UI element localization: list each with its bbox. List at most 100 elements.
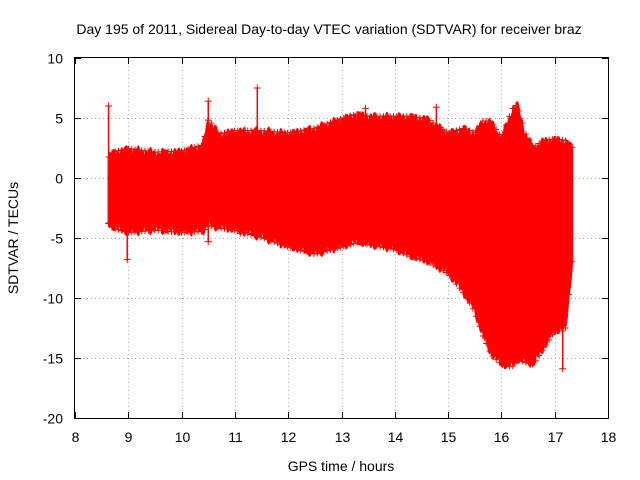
scatter-point [463, 294, 470, 301]
scatter-point [254, 233, 261, 240]
scatter-point [370, 242, 377, 249]
scatter-point [231, 227, 238, 234]
scatter-point [390, 246, 397, 253]
x-tick-label: 11 [228, 429, 243, 445]
scatter-point [108, 224, 115, 231]
scatter-point [463, 126, 470, 133]
axis-ticks [75, 58, 609, 419]
scatter-point [314, 250, 321, 257]
scatter-point [499, 131, 506, 138]
x-tick-label: 8 [72, 429, 80, 445]
scatter-point [489, 121, 496, 128]
x-tick-label: 9 [125, 429, 133, 445]
scatter-point [532, 142, 539, 149]
scatter-point [115, 147, 122, 154]
x-tick-label: 17 [548, 429, 564, 445]
scatter-point [191, 144, 198, 151]
scatter-point [499, 361, 506, 368]
scatter-point [512, 102, 519, 109]
scatter-point [493, 356, 500, 363]
scatter-point [201, 226, 208, 233]
scatter-point [324, 247, 331, 254]
scatter-point [456, 126, 463, 133]
scatter-point [347, 241, 354, 248]
scatter-point [469, 305, 476, 312]
x-tick-label: 15 [441, 429, 457, 445]
scatter-point [324, 120, 331, 127]
plot-frame [74, 57, 609, 419]
scatter-point [469, 129, 476, 136]
scatter-point [539, 347, 546, 354]
scatter-point [393, 247, 400, 254]
scatter-point [496, 359, 503, 366]
scatter-point [330, 246, 337, 253]
spike-point [361, 239, 369, 247]
scatter-point [549, 331, 556, 338]
spike-point [361, 104, 369, 112]
scatter-point [536, 140, 543, 147]
scatter-point [522, 359, 529, 366]
scatter-point [430, 119, 437, 126]
y-tick-label: 10 [47, 51, 63, 67]
scatter-point [476, 323, 483, 330]
scatter-point [516, 108, 523, 115]
scatter-point [443, 269, 450, 276]
scatter-point [377, 243, 384, 250]
scatter-point [529, 361, 536, 368]
scatter-point [509, 105, 516, 112]
scatter-point [466, 127, 473, 134]
scatter-point [297, 127, 304, 134]
scatter-point [115, 226, 122, 233]
scatter-point [337, 115, 344, 122]
scatter-point [201, 133, 208, 140]
scatter-point [446, 272, 453, 279]
y-tick-label: -20 [43, 411, 63, 427]
scatter-point [181, 147, 188, 154]
scatter-point [267, 237, 274, 244]
scatter-point [284, 243, 291, 250]
scatter-point [403, 251, 410, 258]
scatter-point [436, 124, 443, 131]
scatter-point [337, 244, 344, 251]
scatter-point [565, 291, 572, 298]
scatter-point [436, 265, 443, 272]
x-tick-label: 16 [494, 429, 510, 445]
scatter-point [178, 148, 185, 155]
y-tick-label: -15 [43, 351, 63, 367]
scatter-point [208, 120, 215, 127]
scatter-point [340, 243, 347, 250]
scatter-point [238, 228, 245, 235]
scatter-point [211, 223, 218, 230]
scatter-point [446, 129, 453, 136]
scatter-point [320, 248, 327, 255]
scatter-point [423, 115, 430, 122]
scatter-point [367, 241, 374, 248]
scatter-point [327, 119, 334, 126]
x-tick-label: 18 [601, 429, 617, 445]
x-axis-label: GPS time / hours [288, 458, 395, 474]
scatter-point [277, 241, 284, 248]
scatter-point [214, 129, 221, 136]
scatter-point [433, 263, 440, 270]
scatter-point [118, 227, 125, 234]
scatter-point [304, 126, 311, 133]
scatter-point [287, 129, 294, 136]
scatter-point [257, 234, 264, 241]
scatter-point [526, 136, 533, 143]
scatter-point [264, 236, 271, 243]
scatter-point [506, 113, 513, 120]
scatter-point [426, 260, 433, 267]
spike-point [253, 186, 261, 194]
scatter-point [334, 117, 341, 124]
x-tick-label: 12 [281, 429, 297, 445]
scatter-point [569, 144, 576, 151]
x-tick-label: 14 [388, 429, 404, 445]
scatter-point [397, 248, 404, 255]
scatter-point [195, 143, 202, 150]
scatter-point [294, 246, 301, 253]
x-tick-label: 13 [335, 429, 351, 445]
scatter-point [459, 125, 466, 132]
scatter-point [347, 112, 354, 119]
scatter-point [244, 230, 251, 237]
scatter-point [383, 244, 390, 251]
